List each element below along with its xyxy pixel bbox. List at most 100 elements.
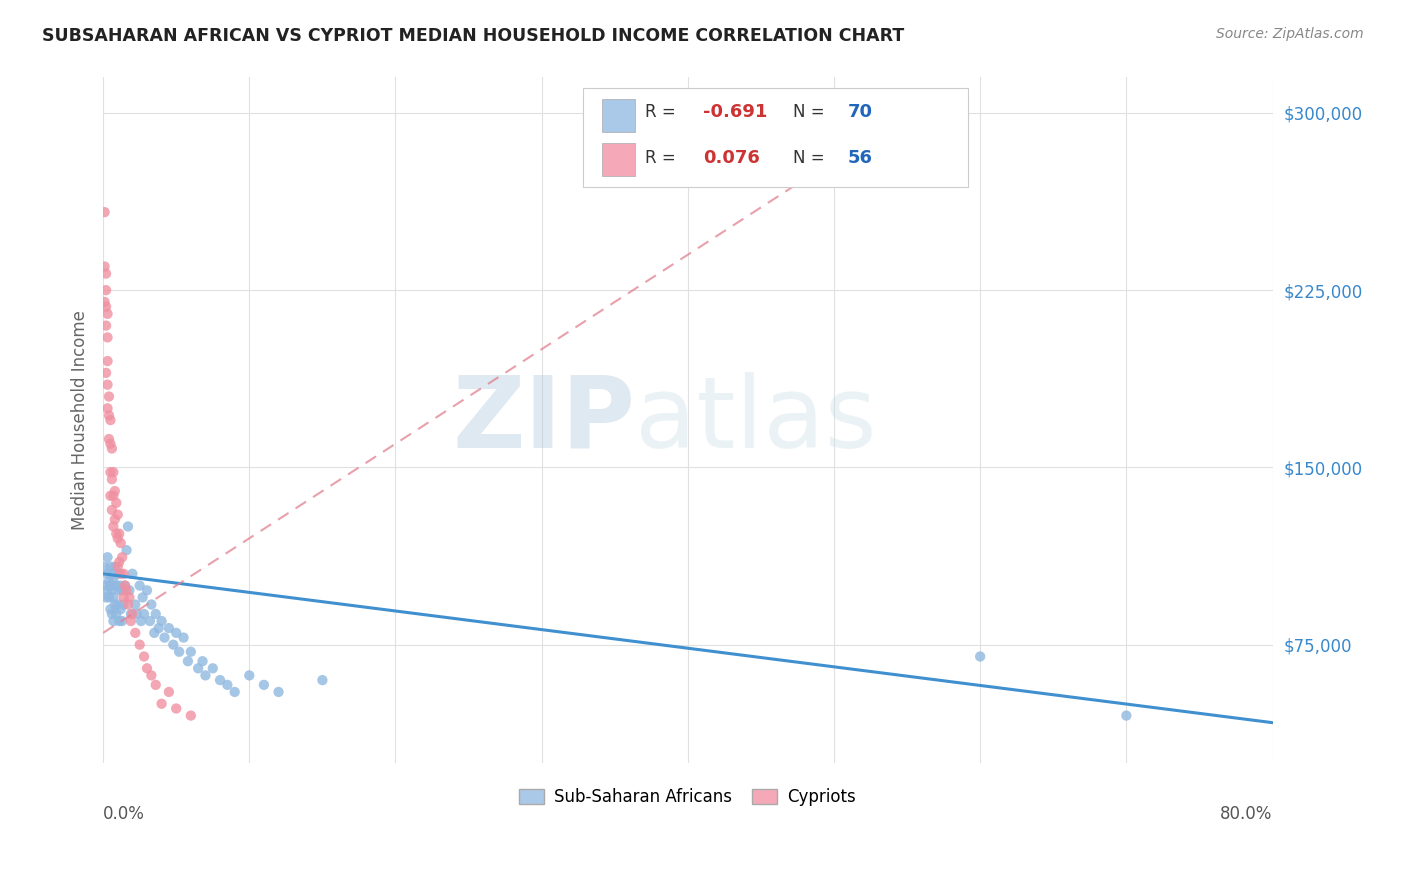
Point — [93, 205, 115, 219]
Point — [111, 583, 134, 598]
Text: ZIP: ZIP — [453, 372, 636, 468]
Point — [93, 559, 115, 574]
Point — [136, 661, 159, 675]
Point — [143, 625, 166, 640]
Point — [96, 330, 118, 344]
Point — [100, 437, 122, 451]
FancyBboxPatch shape — [602, 99, 636, 132]
Point — [118, 591, 141, 605]
Point — [128, 578, 150, 592]
Point — [165, 625, 187, 640]
Point — [165, 701, 187, 715]
Point — [100, 602, 122, 616]
Point — [253, 678, 276, 692]
Point — [107, 508, 129, 522]
Point — [98, 574, 121, 588]
Point — [117, 598, 139, 612]
Legend: Sub-Saharan Africans, Cypriots: Sub-Saharan Africans, Cypriots — [513, 781, 863, 813]
Point — [128, 638, 150, 652]
Point — [132, 607, 155, 621]
Text: N =: N = — [793, 103, 830, 120]
Point — [101, 472, 124, 486]
Point — [101, 566, 124, 581]
Point — [167, 645, 190, 659]
Point — [98, 591, 121, 605]
Point — [145, 678, 167, 692]
Point — [125, 607, 148, 621]
Point — [101, 442, 124, 456]
Point — [201, 661, 224, 675]
Point — [121, 566, 143, 581]
Point — [180, 708, 202, 723]
Point — [187, 661, 209, 675]
Point — [105, 578, 128, 592]
Point — [101, 607, 124, 621]
Point — [108, 614, 131, 628]
Point — [104, 598, 127, 612]
Text: 0.0%: 0.0% — [103, 805, 145, 823]
Text: R =: R = — [644, 103, 681, 120]
Point — [110, 536, 132, 550]
Point — [103, 465, 125, 479]
Point — [98, 432, 121, 446]
Point — [111, 614, 134, 628]
FancyBboxPatch shape — [602, 144, 636, 177]
Point — [110, 566, 132, 581]
Text: SUBSAHARAN AFRICAN VS CYPRIOT MEDIAN HOUSEHOLD INCOME CORRELATION CHART: SUBSAHARAN AFRICAN VS CYPRIOT MEDIAN HOU… — [42, 27, 904, 45]
Point — [105, 496, 128, 510]
Point — [969, 649, 991, 664]
Y-axis label: Median Household Income: Median Household Income — [72, 310, 89, 530]
Text: -0.691: -0.691 — [703, 103, 768, 120]
Point — [100, 413, 122, 427]
Point — [94, 591, 117, 605]
Point — [108, 526, 131, 541]
Text: 56: 56 — [848, 149, 873, 167]
Point — [103, 591, 125, 605]
Point — [103, 614, 125, 628]
Text: atlas: atlas — [636, 372, 877, 468]
Point — [105, 607, 128, 621]
Point — [108, 583, 131, 598]
Point — [110, 578, 132, 592]
Point — [96, 307, 118, 321]
Point — [104, 512, 127, 526]
Point — [150, 614, 173, 628]
Point — [94, 267, 117, 281]
Point — [98, 390, 121, 404]
Point — [120, 607, 142, 621]
Point — [96, 566, 118, 581]
Point — [96, 377, 118, 392]
Point — [98, 409, 121, 423]
Point — [145, 607, 167, 621]
Point — [112, 566, 135, 581]
Point — [103, 574, 125, 588]
Point — [209, 673, 232, 687]
Point — [217, 678, 239, 692]
Point — [105, 526, 128, 541]
Point — [136, 583, 159, 598]
Point — [139, 614, 162, 628]
Point — [96, 583, 118, 598]
Point — [191, 654, 214, 668]
Point — [107, 559, 129, 574]
Point — [124, 625, 146, 640]
Point — [112, 598, 135, 612]
Point — [96, 401, 118, 416]
Point — [132, 649, 155, 664]
Point — [180, 645, 202, 659]
Point — [94, 366, 117, 380]
Point — [129, 614, 152, 628]
Point — [311, 673, 333, 687]
Point — [118, 583, 141, 598]
Point — [103, 519, 125, 533]
Point — [120, 614, 142, 628]
Point — [224, 685, 246, 699]
Point — [177, 654, 200, 668]
Point — [93, 295, 115, 310]
Point — [157, 621, 180, 635]
Text: 80.0%: 80.0% — [1220, 805, 1272, 823]
Point — [115, 543, 138, 558]
Point — [110, 602, 132, 616]
Point — [104, 484, 127, 499]
Point — [101, 503, 124, 517]
